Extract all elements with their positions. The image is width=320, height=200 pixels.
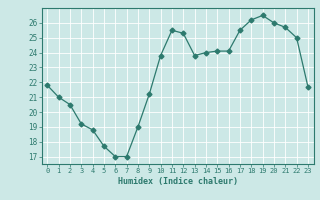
X-axis label: Humidex (Indice chaleur): Humidex (Indice chaleur) [118,177,237,186]
